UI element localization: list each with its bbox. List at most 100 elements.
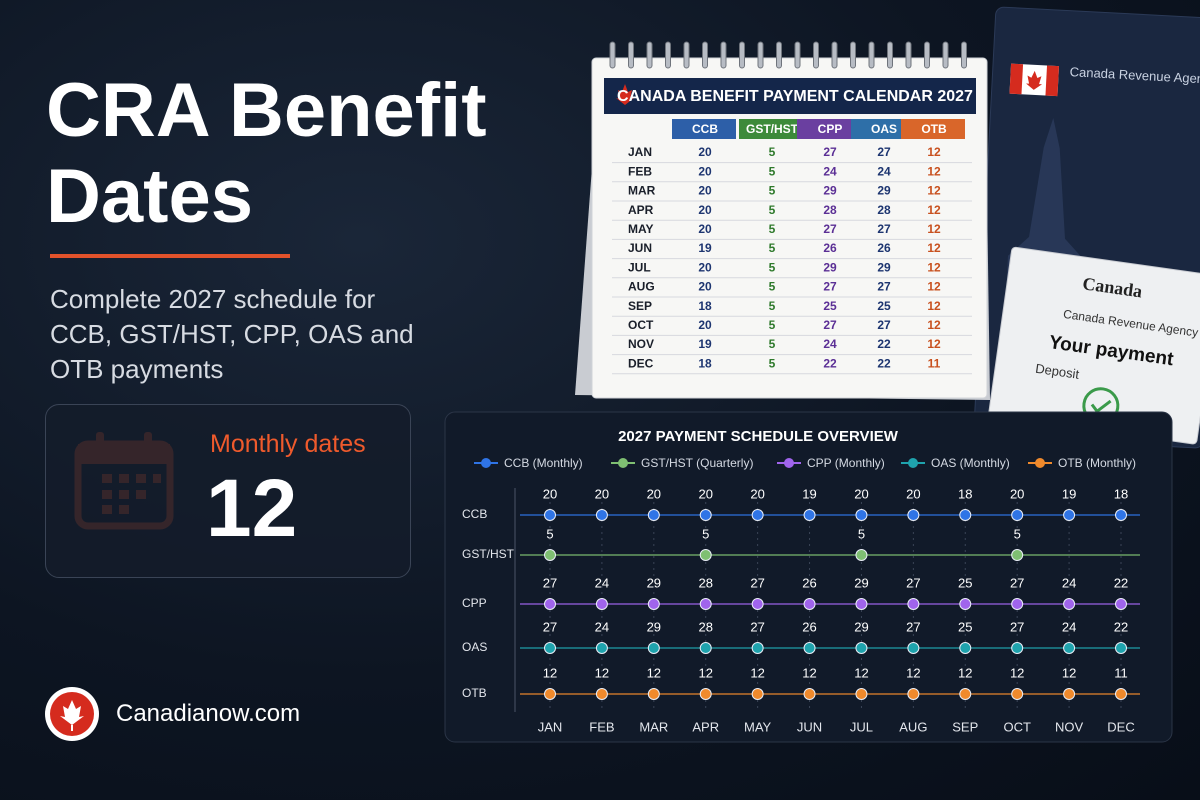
calendar-date: 27 <box>877 280 891 294</box>
binding-ring <box>887 41 893 69</box>
row-label: OAS <box>462 640 487 654</box>
data-dot <box>544 642 556 654</box>
binding-ring <box>628 41 634 69</box>
data-dot <box>855 598 868 610</box>
letter-note: Deposit <box>1034 361 1080 382</box>
row-label: GST/HST <box>462 547 515 561</box>
legend-dot <box>784 458 794 468</box>
data-dot <box>595 509 608 521</box>
data-label: 20 <box>647 486 661 501</box>
chart-title: 2027 PAYMENT SCHEDULE OVERVIEW <box>618 428 899 445</box>
calendar-date: 12 <box>927 299 941 313</box>
data-label: 29 <box>854 575 868 590</box>
data-label: 20 <box>1010 486 1024 501</box>
data-label: 5 <box>858 526 865 541</box>
data-dot <box>1011 642 1024 654</box>
binding-ring <box>776 41 782 69</box>
calendar-header: CCB <box>692 122 718 136</box>
data-label: 5 <box>702 526 709 541</box>
calendar-month: APR <box>628 203 654 217</box>
calendar-month: MAY <box>628 222 654 236</box>
data-dot <box>647 688 660 700</box>
data-label: 18 <box>1114 486 1128 501</box>
data-dot <box>595 642 608 654</box>
calendar-date: 5 <box>769 164 776 178</box>
calendar-date: 20 <box>698 222 712 236</box>
data-dot <box>699 688 712 700</box>
data-label: 19 <box>1062 486 1076 501</box>
row-label: CPP <box>462 596 487 610</box>
data-dot <box>699 549 712 561</box>
data-dot <box>907 642 920 654</box>
data-dot <box>855 642 868 654</box>
calendar-month: AUG <box>628 280 655 294</box>
x-tick-label: JUN <box>797 719 822 734</box>
subtitle: Complete 2027 schedule for CCB, GST/HST,… <box>50 284 414 384</box>
calendar-date: 20 <box>698 164 712 178</box>
data-dot <box>699 642 712 654</box>
calendar-date: 22 <box>877 337 891 351</box>
data-dot <box>1011 598 1024 610</box>
calendar-month: SEP <box>628 299 652 313</box>
title-rule <box>50 254 290 258</box>
data-dot <box>855 549 868 561</box>
binding-ring <box>831 41 838 69</box>
stat-card <box>45 404 411 578</box>
calendar-date: 12 <box>927 318 941 332</box>
data-label: 27 <box>1010 619 1024 634</box>
calendar-date: 12 <box>927 280 941 294</box>
calendar-date: 5 <box>769 184 776 198</box>
data-dot <box>1011 549 1024 561</box>
data-dot <box>907 688 920 700</box>
brand: Canadianow.com <box>116 700 301 727</box>
calendar-date: 12 <box>927 337 941 351</box>
binding-ring <box>924 41 930 69</box>
desk-calendar: CANADA BENEFIT PAYMENT CALENDAR 2027 CCB… <box>575 41 990 400</box>
data-label: 22 <box>1114 575 1128 590</box>
calendar-month: OCT <box>628 318 654 332</box>
data-dot <box>1063 642 1076 654</box>
legend-label: CCB (Monthly) <box>504 456 583 470</box>
calendar-date: 20 <box>698 318 712 332</box>
data-label: 24 <box>595 619 609 634</box>
data-label: 27 <box>1010 575 1024 590</box>
binding-ring <box>739 41 745 69</box>
calendar-date: 27 <box>823 145 837 159</box>
calendar-date: 22 <box>877 356 891 370</box>
x-tick-label: APR <box>692 719 719 734</box>
calendar-header: OTB <box>921 122 947 136</box>
calendar-date: 5 <box>769 299 776 313</box>
data-dot <box>1115 509 1127 521</box>
calendar-date: 22 <box>823 356 837 370</box>
legend-label: GST/HST (Quarterly) <box>641 456 753 470</box>
data-dot <box>595 598 608 610</box>
data-dot <box>855 509 868 521</box>
calendar-date: 29 <box>877 260 891 274</box>
data-dot <box>544 549 556 561</box>
data-label: 26 <box>802 619 816 634</box>
data-label: 28 <box>698 619 712 634</box>
calendar-date: 20 <box>698 184 712 198</box>
data-dot <box>803 642 816 654</box>
legend-label: CPP (Monthly) <box>807 456 885 470</box>
data-label: 12 <box>958 665 972 680</box>
binding-ring <box>609 41 616 69</box>
calendar-date: 5 <box>769 222 776 236</box>
binding-ring <box>813 41 819 69</box>
data-label: 27 <box>906 619 920 634</box>
data-label: 29 <box>854 619 868 634</box>
data-label: 25 <box>958 575 972 590</box>
calendar-date: 27 <box>823 280 837 294</box>
binding-ring <box>702 41 708 69</box>
data-label: 18 <box>958 486 972 501</box>
data-dot <box>544 509 556 521</box>
data-label: 12 <box>698 665 712 680</box>
data-label: 12 <box>1010 665 1024 680</box>
data-dot <box>1063 509 1076 521</box>
legend-label: OTB (Monthly) <box>1058 456 1136 470</box>
data-dot <box>647 509 660 521</box>
x-tick-label: JUL <box>850 719 873 734</box>
binding-ring <box>942 41 949 69</box>
